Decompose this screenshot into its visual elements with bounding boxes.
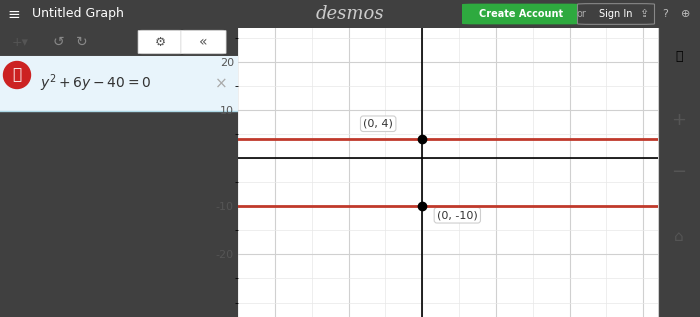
Text: ?: ? — [662, 9, 668, 19]
FancyBboxPatch shape — [138, 30, 183, 54]
Text: ↺: ↺ — [52, 35, 64, 49]
Text: −: − — [671, 164, 687, 182]
Text: (0, -10): (0, -10) — [437, 210, 477, 220]
Text: ⊕: ⊕ — [681, 9, 691, 19]
Text: ≡: ≡ — [7, 7, 20, 22]
FancyBboxPatch shape — [578, 3, 655, 24]
Text: +▾: +▾ — [12, 36, 29, 49]
Text: +: + — [671, 112, 687, 129]
Text: ⇪: ⇪ — [639, 9, 649, 19]
Text: 🔧: 🔧 — [676, 50, 682, 63]
Text: desmos: desmos — [316, 5, 384, 23]
Text: or: or — [577, 9, 587, 19]
Circle shape — [4, 61, 31, 88]
FancyBboxPatch shape — [462, 3, 581, 24]
Text: «: « — [199, 35, 208, 49]
Text: ⚙: ⚙ — [155, 36, 167, 49]
Text: Sign In: Sign In — [599, 9, 633, 19]
Text: ↻: ↻ — [76, 35, 88, 49]
Text: (0, 4): (0, 4) — [363, 119, 393, 129]
Text: ⌂: ⌂ — [674, 229, 684, 243]
Text: ×: × — [215, 76, 228, 91]
FancyBboxPatch shape — [181, 30, 226, 54]
Text: Untitled Graph: Untitled Graph — [32, 8, 123, 21]
Text: 𝒩: 𝒩 — [13, 68, 22, 82]
FancyBboxPatch shape — [0, 56, 238, 111]
Text: Create Account: Create Account — [480, 9, 564, 19]
Text: $y^2 + 6y - 40 = 0$: $y^2 + 6y - 40 = 0$ — [41, 73, 152, 94]
